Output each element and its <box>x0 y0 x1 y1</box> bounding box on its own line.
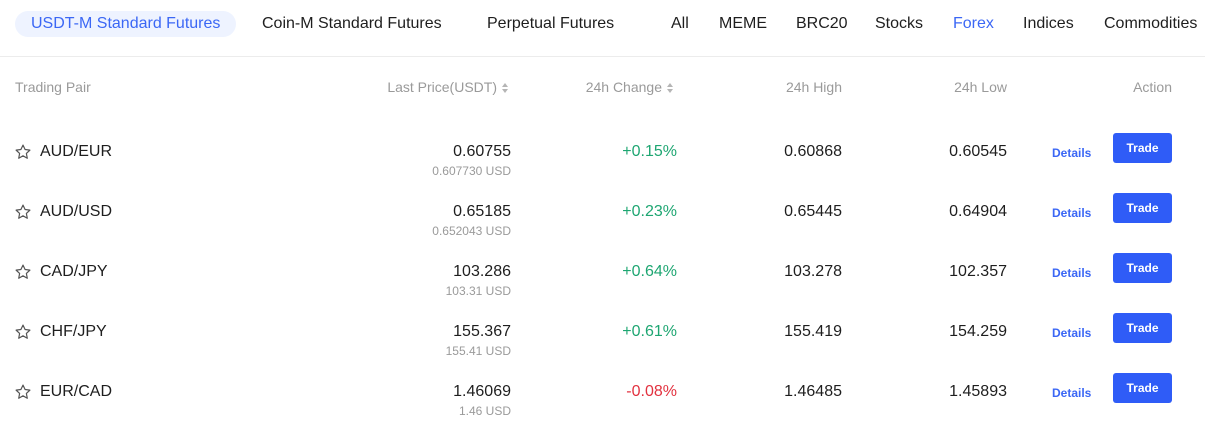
tab-coin-m-standard-futures[interactable]: Coin-M Standard Futures <box>262 15 442 32</box>
category-tab-all[interactable]: All <box>671 15 689 32</box>
last-price: 0.60755 <box>453 143 511 160</box>
trading-pair-name[interactable]: EUR/CAD <box>40 383 113 400</box>
change-24h: +0.23% <box>622 203 677 220</box>
change-24h: -0.08% <box>626 383 677 400</box>
category-tab-commodities[interactable]: Commodities <box>1104 15 1198 32</box>
last-price: 1.46069 <box>453 383 511 400</box>
trading-pair-name[interactable]: CHF/JPY <box>40 323 107 340</box>
low-24h: 0.60545 <box>949 143 1007 160</box>
trade-button[interactable]: Trade <box>1113 133 1172 163</box>
star-outline-icon[interactable] <box>14 263 32 281</box>
column-header-action: Action <box>1133 79 1172 95</box>
trade-button[interactable]: Trade <box>1113 193 1172 223</box>
trading-pair-name[interactable]: AUD/USD <box>40 203 113 220</box>
trade-button[interactable]: Trade <box>1113 253 1172 283</box>
category-tab-stocks[interactable]: Stocks <box>875 15 924 32</box>
last-price-usd: 155.41 USD <box>445 344 511 358</box>
table-row: EUR/CAD 1.46069 1.46 USD -0.08% 1.46485 … <box>0 373 1205 433</box>
details-link[interactable]: Details <box>1052 386 1092 400</box>
low-24h: 1.45893 <box>949 383 1007 400</box>
table-header: Trading Pair Last Price(USDT) 24h Change… <box>0 57 1205 117</box>
high-24h: 155.419 <box>784 323 842 340</box>
last-price-usd: 1.46 USD <box>458 404 511 418</box>
table-row: AUD/USD 0.65185 0.652043 USD +0.23% 0.65… <box>0 193 1205 253</box>
column-header-24h-high: 24h High <box>785 79 842 95</box>
star-outline-icon[interactable] <box>14 143 32 161</box>
star-outline-icon[interactable] <box>14 383 32 401</box>
low-24h: 0.64904 <box>949 203 1007 220</box>
high-24h: 1.46485 <box>784 383 842 400</box>
trading-pair-name[interactable]: AUD/EUR <box>40 143 113 160</box>
column-header-24h-change[interactable]: 24h Change <box>586 79 673 95</box>
change-24h: +0.61% <box>622 323 677 340</box>
table-row: AUD/EUR 0.60755 0.607730 USD +0.15% 0.60… <box>0 133 1205 193</box>
low-24h: 102.357 <box>949 263 1007 280</box>
column-header-24h-low: 24h Low <box>954 79 1007 95</box>
high-24h: 103.278 <box>784 263 842 280</box>
last-price: 155.367 <box>453 323 511 340</box>
tab-perpetual-futures[interactable]: Perpetual Futures <box>487 15 615 32</box>
high-24h: 0.65445 <box>784 203 842 220</box>
details-link[interactable]: Details <box>1052 326 1092 340</box>
details-link[interactable]: Details <box>1052 206 1092 220</box>
tab-bar: USDT-M Standard Futures Coin-M Standard … <box>0 0 1205 57</box>
last-price-usd: 0.652043 USD <box>432 224 511 238</box>
column-header-24h-change-label: 24h Change <box>585 79 662 95</box>
column-header-last-price-label: Last Price(USDT) <box>387 79 497 95</box>
tab-usdt-m-standard-futures[interactable]: USDT-M Standard Futures <box>15 11 237 37</box>
sort-arrows-icon[interactable] <box>502 83 508 93</box>
change-24h: +0.15% <box>622 143 677 160</box>
last-price: 0.65185 <box>453 203 511 220</box>
low-24h: 154.259 <box>949 323 1007 340</box>
change-24h: +0.64% <box>622 263 677 280</box>
table-row: CHF/JPY 155.367 155.41 USD +0.61% 155.41… <box>0 313 1205 373</box>
column-header-last-price[interactable]: Last Price(USDT) <box>387 79 508 95</box>
details-link[interactable]: Details <box>1052 266 1092 280</box>
high-24h: 0.60868 <box>784 143 842 160</box>
details-link[interactable]: Details <box>1052 146 1092 160</box>
trade-button[interactable]: Trade <box>1113 313 1172 343</box>
last-price: 103.286 <box>453 263 511 280</box>
column-header-trading-pair: Trading Pair <box>15 79 91 95</box>
last-price-usd: 0.607730 USD <box>432 164 511 178</box>
table-row: CAD/JPY 103.286 103.31 USD +0.64% 103.27… <box>0 253 1205 313</box>
sort-arrows-icon[interactable] <box>667 83 673 93</box>
category-tab-forex[interactable]: Forex <box>953 15 994 32</box>
trading-pair-name[interactable]: CAD/JPY <box>40 263 108 280</box>
category-tab-meme[interactable]: MEME <box>719 15 767 32</box>
trade-button[interactable]: Trade <box>1113 373 1172 403</box>
category-tab-brc20[interactable]: BRC20 <box>796 15 848 32</box>
star-outline-icon[interactable] <box>14 203 32 221</box>
star-outline-icon[interactable] <box>14 323 32 341</box>
last-price-usd: 103.31 USD <box>445 284 511 298</box>
category-tab-indices[interactable]: Indices <box>1023 15 1074 32</box>
